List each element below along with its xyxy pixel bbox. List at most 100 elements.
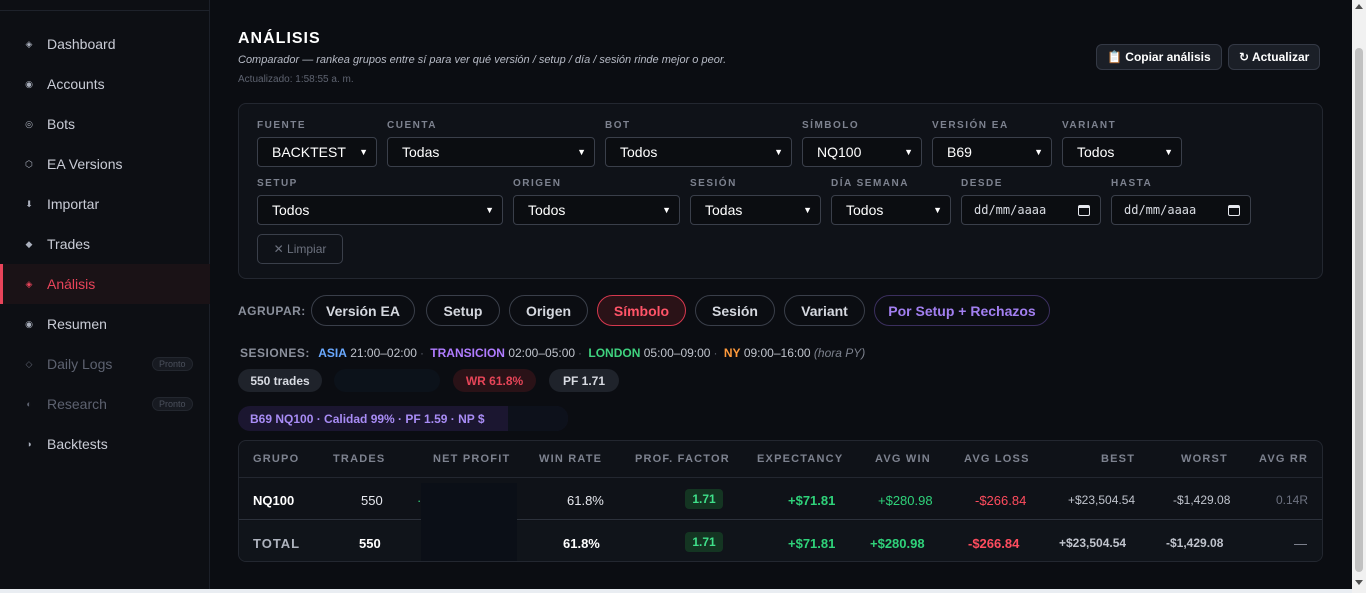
filter-label: SESIÓN [690, 178, 737, 189]
chevron-down-icon: ▼ [774, 147, 783, 157]
sidebar-item-label: Importar [47, 196, 100, 212]
cell-winrate: 61.8% [567, 493, 604, 508]
group-simbolo[interactable]: Símbolo [597, 295, 686, 326]
filter-sesion: SESIÓN Todas ▼ [690, 178, 821, 225]
sesion-select[interactable]: Todas ▼ [690, 195, 821, 225]
column-header[interactable]: PROF. FACTOR [635, 453, 730, 465]
sidebar-item-importar[interactable]: ⬇ Importar [0, 184, 210, 224]
sidebar-item-resumen[interactable]: ◉ Resumen [0, 304, 210, 344]
cell-avg-loss: -$266.84 [975, 493, 1027, 508]
select-value: BACKTEST [272, 144, 346, 160]
sidebar-item-bots[interactable]: ◎ Bots [0, 104, 210, 144]
filter-label: ORIGEN [513, 178, 562, 189]
chevron-down-icon: ▼ [904, 147, 913, 157]
sidebar-item-analisis[interactable]: ◈ Análisis [0, 264, 210, 304]
filter-label: CUENTA [387, 120, 437, 131]
redacted-chip [334, 369, 440, 392]
diamond-outline-icon: ◈ [25, 38, 33, 49]
chevron-down-icon: ▼ [933, 205, 942, 215]
group-setup-rechazos[interactable]: Por Setup + Rechazos [874, 295, 1050, 326]
variant-select[interactable]: Todos ▼ [1062, 137, 1182, 167]
sidebar-item-accounts[interactable]: ◉ Accounts [0, 64, 210, 104]
cell-trades: 550 [359, 536, 381, 551]
combo-quality-chip: B69 NQ100 · Calidad 99% · PF 1.59 · NP $ [238, 406, 568, 431]
sidebar-divider [0, 10, 210, 11]
calendar-icon[interactable] [1078, 204, 1090, 216]
group-setup[interactable]: Setup [426, 295, 500, 326]
sidebar-item-dashboard[interactable]: ◈ Dashboard [0, 24, 210, 64]
version-select[interactable]: B69 ▼ [932, 137, 1052, 167]
column-header[interactable]: BEST [1101, 453, 1136, 465]
trades-count-chip: 550 trades [238, 369, 322, 392]
cuenta-select[interactable]: Todas ▼ [387, 137, 595, 167]
group-version-ea[interactable]: Versión EA [311, 295, 415, 326]
select-value: NQ100 [817, 144, 862, 160]
group-origen[interactable]: Origen [509, 295, 588, 326]
chevron-down-icon: ▼ [577, 147, 586, 157]
sidebar-item-backtests[interactable]: ◑ Backtests [0, 424, 210, 464]
redacted-mask [508, 406, 568, 431]
cell-avg-win: +$280.98 [870, 536, 925, 551]
refresh-button[interactable]: ↻ Actualizar [1228, 44, 1321, 70]
select-value: Todos [620, 144, 658, 160]
winrate-chip: WR 61.8% [453, 369, 536, 392]
table-row[interactable]: NQ100 550 · 61.8% 1.71 +$71.81 +$280.98 … [239, 478, 1322, 520]
sessions-legend: SESIONES: ASIA 21:00–02:00 · TRANSICION 0… [240, 346, 865, 360]
scroll-up-arrow-icon[interactable] [1355, 4, 1363, 9]
select-value: Todos [1077, 144, 1115, 160]
group-variant[interactable]: Variant [784, 295, 865, 326]
chevron-down-icon: ▼ [662, 205, 671, 215]
sidebar-item-ea-versions[interactable]: ⬡ EA Versions [0, 144, 210, 184]
sidebar-item-label: Trades [47, 236, 91, 252]
filter-setup: SETUP Todos ▼ [257, 178, 503, 225]
cell-expectancy: +$71.81 [788, 536, 836, 551]
scroll-down-arrow-icon[interactable] [1355, 580, 1363, 585]
ring-icon: ◎ [25, 118, 33, 129]
filter-fuente: FUENTE BACKTEST ▼ [257, 120, 377, 167]
column-header[interactable]: WIN RATE [539, 453, 603, 465]
filter-dia: DÍA SEMANA Todos ▼ [831, 178, 951, 225]
chevron-down-icon: ▼ [359, 147, 368, 157]
setup-select[interactable]: Todos ▼ [257, 195, 503, 225]
sidebar-item-trades[interactable]: ◆ Trades [0, 224, 210, 264]
column-header[interactable]: AVG WIN [875, 453, 931, 465]
select-value: Todos [272, 202, 310, 218]
cell-winrate: 61.8% [563, 536, 600, 551]
column-header[interactable]: AVG LOSS [964, 453, 1030, 465]
scroll-thumb[interactable] [1355, 48, 1363, 572]
select-value: Todos [846, 202, 884, 218]
calendar-icon[interactable] [1228, 204, 1240, 216]
circle-dot-icon: ◉ [25, 78, 33, 89]
chevron-down-icon: ▼ [485, 205, 494, 215]
column-header[interactable]: EXPECTANCY [757, 453, 844, 465]
table-header: GRUPO TRADES NET PROFIT WIN RATE PROF. F… [239, 441, 1322, 478]
column-header[interactable]: NET PROFIT [433, 453, 511, 465]
filter-cuenta: CUENTA Todas ▼ [387, 120, 595, 167]
filter-label: DÍA SEMANA [831, 178, 909, 189]
cell-worst: -$1,429.08 [1173, 493, 1231, 507]
bot-select[interactable]: Todos ▼ [605, 137, 792, 167]
sidebar-item-label: EA Versions [47, 156, 123, 172]
hexagon-icon: ⬡ [25, 158, 33, 169]
simbolo-select[interactable]: NQ100 ▼ [802, 137, 922, 167]
sidebar-item-research[interactable]: ◐ Research Pronto [0, 384, 210, 424]
hasta-date-input[interactable]: dd/mm/aaaa [1111, 195, 1251, 225]
column-header[interactable]: WORST [1181, 453, 1228, 465]
sidebar-item-label: Backtests [47, 436, 108, 452]
page-title: ANÁLISIS [238, 30, 321, 47]
desde-date-input[interactable]: dd/mm/aaaa [961, 195, 1101, 225]
session-ny-time: 09:00–16:00 [743, 346, 811, 360]
sidebar-item-daily-logs[interactable]: ◇ Daily Logs Pronto [0, 344, 210, 384]
group-sesion[interactable]: Sesión [695, 295, 775, 326]
column-header[interactable]: TRADES [333, 453, 386, 465]
column-header[interactable]: AVG RR [1259, 453, 1309, 465]
filter-label: BOT [605, 120, 631, 131]
clear-filters-button[interactable]: ✕ Limpiar [257, 234, 343, 264]
fuente-select[interactable]: BACKTEST ▼ [257, 137, 377, 167]
vertical-scrollbar[interactable] [1352, 0, 1366, 593]
origen-select[interactable]: Todos ▼ [513, 195, 680, 225]
column-header[interactable]: GRUPO [253, 453, 300, 465]
sidebar-item-label: Research [47, 396, 107, 412]
dia-select[interactable]: Todos ▼ [831, 195, 951, 225]
copy-analysis-button[interactable]: 📋 Copiar análisis [1096, 44, 1222, 70]
